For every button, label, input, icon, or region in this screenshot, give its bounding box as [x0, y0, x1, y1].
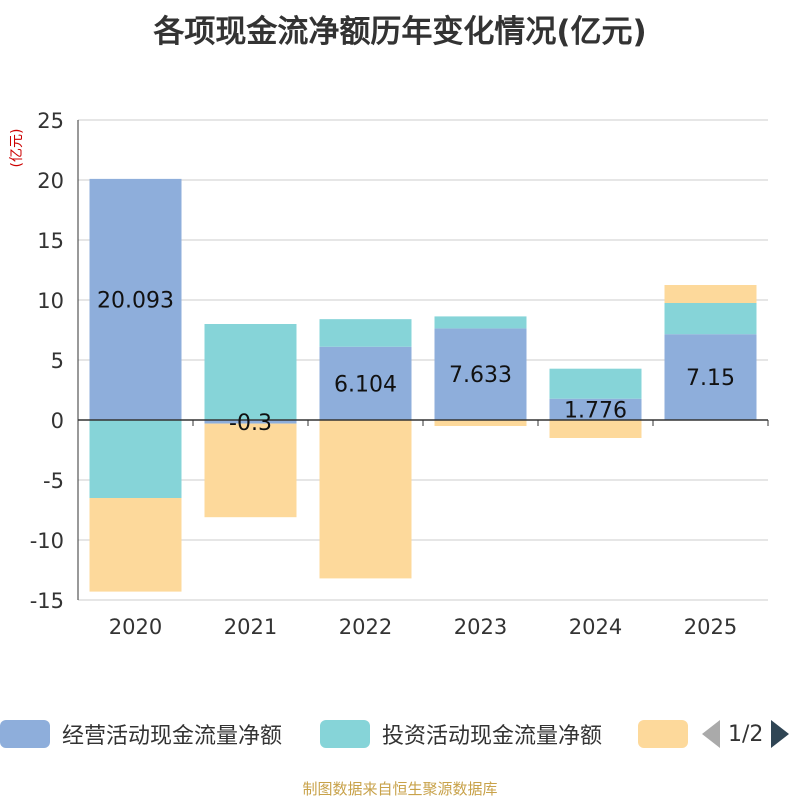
legend-prev-icon[interactable]: [702, 720, 720, 748]
y-tick-label: -15: [30, 589, 64, 613]
data-label: -0.3: [229, 411, 272, 436]
bar-2025-series-1: [664, 303, 757, 335]
bar-2024-series-2: [549, 420, 642, 438]
bar-2024-series-0: [549, 398, 642, 420]
legend-page-indicator: 1/2: [728, 721, 764, 747]
bar-2025-series-2: [664, 285, 757, 303]
y-tick-label: 5: [51, 349, 64, 373]
legend-item-investing[interactable]: 投资活动现金流量净额: [320, 716, 602, 752]
data-label: 20.093: [97, 288, 174, 313]
y-tick-label: -10: [30, 529, 64, 553]
chart-title: 各项现金流净额历年变化情况(亿元): [153, 14, 647, 50]
legend-item-operating[interactable]: 经营活动现金流量净额: [0, 716, 282, 752]
bar-2025-series-0: [664, 334, 757, 420]
legend-label-investing: 投资活动现金流量净额: [382, 724, 603, 749]
bar-2021-series-2: [204, 423, 297, 518]
bar-2021-series-1: [204, 324, 297, 420]
legend-pager: 1/2: [702, 716, 790, 752]
x-tick-label: 2024: [569, 615, 622, 639]
bar-chart: 25 20 15 10 5 0 -5 -10 -15 2020 2021 2022 2023 2024 20…: [30, 109, 769, 639]
source-note: 制图数据来自恒生聚源数据库: [302, 780, 498, 798]
legend-item-financing[interactable]: [638, 716, 688, 752]
y-tick-label: -5: [43, 469, 64, 493]
legend-swatch-operating: [0, 720, 50, 748]
data-label: 6.104: [334, 372, 397, 397]
x-tick-label: 2025: [684, 615, 737, 639]
bar-2022-series-0: [319, 346, 412, 420]
bar-2020-series-1: [89, 420, 182, 498]
bar-2023-series-0: [434, 328, 527, 420]
x-tick-label: 2020: [109, 615, 162, 639]
data-label: 7.15: [686, 366, 735, 391]
data-label: 1.776: [564, 398, 627, 423]
legend-swatch-financing: [638, 720, 688, 748]
y-tick-label: 20: [37, 169, 64, 193]
legend-swatch-investing: [320, 720, 370, 748]
bar-2023-series-2: [434, 420, 527, 426]
y-tick-label: 0: [51, 409, 64, 433]
bar-2020-series-2: [89, 498, 182, 592]
bar-2021-series-0: [204, 420, 297, 424]
x-tick-label: 2021: [224, 615, 277, 639]
bar-2022-series-2: [319, 420, 412, 579]
legend-next-icon[interactable]: [771, 720, 790, 748]
bar-2022-series-1: [319, 319, 412, 347]
bar-2020-series-0: [89, 178, 182, 420]
y-tick-label: 25: [37, 109, 64, 133]
x-tick-label: 2023: [454, 615, 507, 639]
bar-2023-series-1: [434, 316, 527, 329]
legend: 经营活动现金流量净额 投资活动现金流量净额 1/2: [0, 716, 800, 756]
y-tick-label: 15: [37, 229, 64, 253]
bar-2024-series-1: [549, 368, 642, 399]
x-tick-label: 2022: [339, 615, 392, 639]
y-tick-label: 10: [37, 289, 64, 313]
legend-label-operating: 经营活动现金流量净额: [62, 724, 283, 749]
data-label: 7.633: [449, 363, 512, 388]
